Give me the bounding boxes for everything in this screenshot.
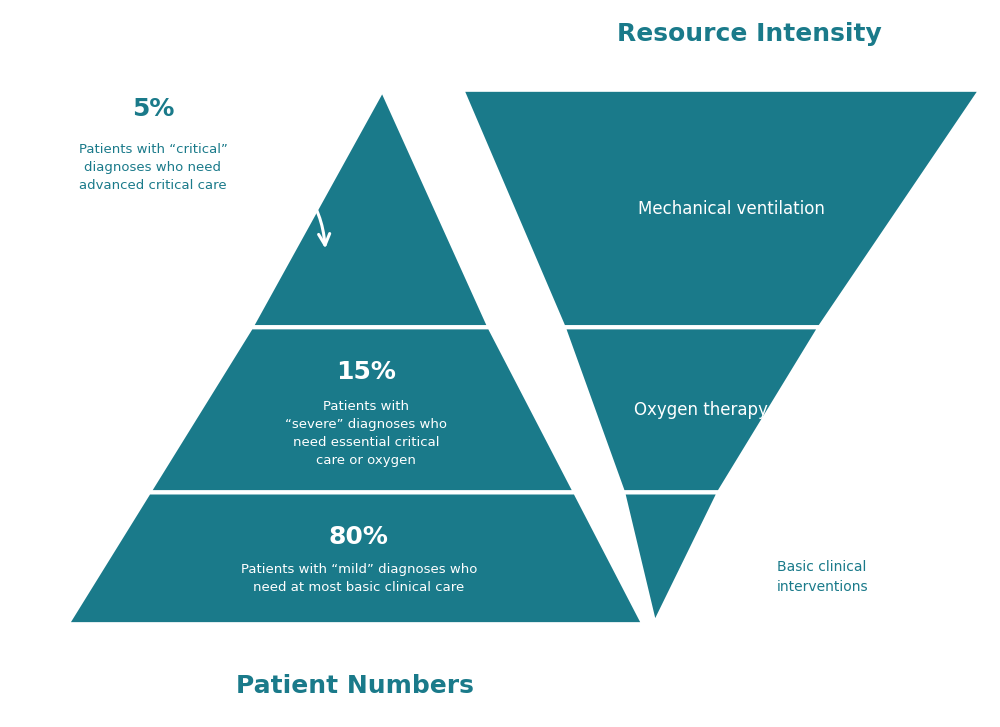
Polygon shape	[623, 492, 719, 624]
Text: Patients with “mild” diagnoses who
need at most basic clinical care: Patients with “mild” diagnoses who need …	[241, 563, 477, 594]
Text: Patient Numbers: Patient Numbers	[236, 674, 474, 698]
Text: Patients with “critical”
diagnoses who need
advanced critical care: Patients with “critical” diagnoses who n…	[79, 143, 227, 193]
Text: 5%: 5%	[132, 97, 174, 121]
Text: 15%: 15%	[336, 360, 396, 384]
Text: Mechanical ventilation: Mechanical ventilation	[638, 199, 825, 217]
Text: Basic clinical
interventions: Basic clinical interventions	[777, 561, 869, 594]
Polygon shape	[149, 327, 575, 492]
Polygon shape	[564, 327, 820, 492]
Text: Oxygen therapy: Oxygen therapy	[634, 401, 768, 419]
Polygon shape	[462, 89, 981, 327]
Text: Resource Intensity: Resource Intensity	[617, 22, 882, 46]
Text: Patients with
“severe” diagnoses who
need essential critical
care or oxygen: Patients with “severe” diagnoses who nee…	[285, 400, 447, 467]
Text: 80%: 80%	[329, 525, 389, 549]
Polygon shape	[67, 492, 644, 624]
Polygon shape	[251, 89, 490, 327]
